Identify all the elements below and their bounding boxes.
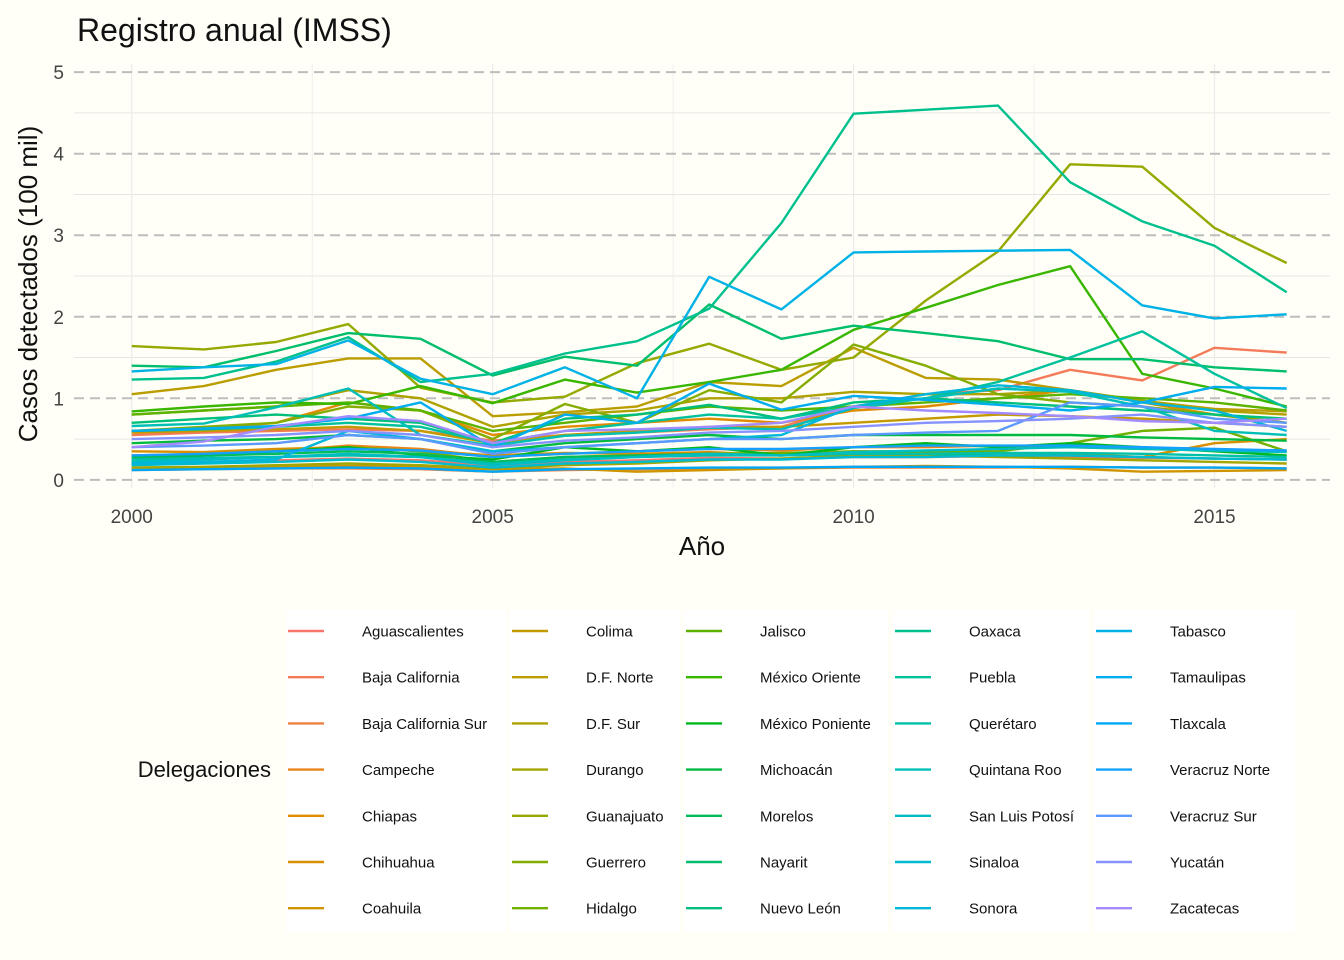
legend-label: México Oriente [760,670,861,687]
series-line [131,444,1287,459]
legend-label: Baja California Sur [362,716,487,733]
legend-label: Guanajuato [586,808,664,825]
series-line [131,104,1288,384]
legend-column-bg [893,610,1089,932]
legend-column-bg [510,610,680,932]
legend-label: Yucatán [1170,855,1224,872]
legend-label: Quintana Roo [969,762,1062,779]
series-line [131,382,1287,449]
x-axis-title: Año [679,531,725,561]
series-line [131,346,1287,442]
legend-label: D.F. Sur [586,716,640,733]
legend-label: Hidalgo [586,901,637,918]
legend-label: Guerrero [586,855,646,872]
x-tick-label: 2000 [111,507,153,528]
legend-label: Aguascalientes [362,624,464,641]
legend-label: Tlaxcala [1170,716,1227,733]
legend-label: Campeche [362,762,435,779]
series-line [131,464,1287,473]
legend-label: Nuevo León [760,901,841,918]
series-line [131,433,1287,453]
legend-title: Delegaciones [138,757,271,782]
legend-label: Nayarit [760,855,808,872]
y-tick-label: 4 [53,145,64,166]
x-tick-label: 2015 [1193,507,1235,528]
legend-label: México Poniente [760,716,871,733]
legend-label: Tabasco [1170,624,1226,641]
series-line [131,330,1288,445]
series-line [131,163,1288,404]
legend-label: Chihuahua [362,855,435,872]
legend-column-bg [1094,610,1295,932]
legend-label: Querétaro [969,716,1037,733]
x-tick-label: 2010 [832,507,874,528]
y-tick-label: 1 [53,389,64,410]
legend-label: Colima [586,624,633,641]
legend-label: D.F. Norte [586,670,654,687]
legend-label: Jalisco [760,624,806,641]
y-tick-label: 3 [53,226,64,247]
series-line [131,401,1287,455]
legend-label: Puebla [969,670,1016,687]
y-tick-label: 5 [53,63,64,84]
series-line [131,248,1287,400]
legend-column-bg [684,610,888,932]
legend-label: Zacatecas [1170,901,1239,918]
legend-label: Durango [586,762,644,779]
legend-label: Michoacán [760,762,833,779]
legend-column-bg [286,610,506,932]
series-line [131,265,1287,413]
legend-label: Morelos [760,808,813,825]
series-line [131,405,1287,449]
chart-title: Registro anual (IMSS) [77,12,392,48]
series-line [131,454,1287,469]
legend-label: Chiapas [362,808,417,825]
legend-label: Baja California [362,670,460,687]
series-line [131,303,1287,377]
legend-label: Sinaloa [969,855,1020,872]
legend-label: Veracruz Sur [1170,808,1257,825]
legend-label: Sonora [969,901,1018,918]
legend-label: Veracruz Norte [1170,762,1270,779]
y-tick-label: 0 [53,471,64,492]
series-line [131,446,1287,467]
legend-label: Oaxaca [969,624,1021,641]
x-tick-label: 2005 [472,507,514,528]
legend-label: Coahuila [362,901,422,918]
legend-label: San Luis Potosí [969,808,1075,825]
y-axis-title: Casos detectados (100 mil) [13,126,43,442]
y-tick-label: 2 [53,308,64,329]
legend-label: Tamaulipas [1170,670,1246,687]
series-line [131,465,1287,473]
